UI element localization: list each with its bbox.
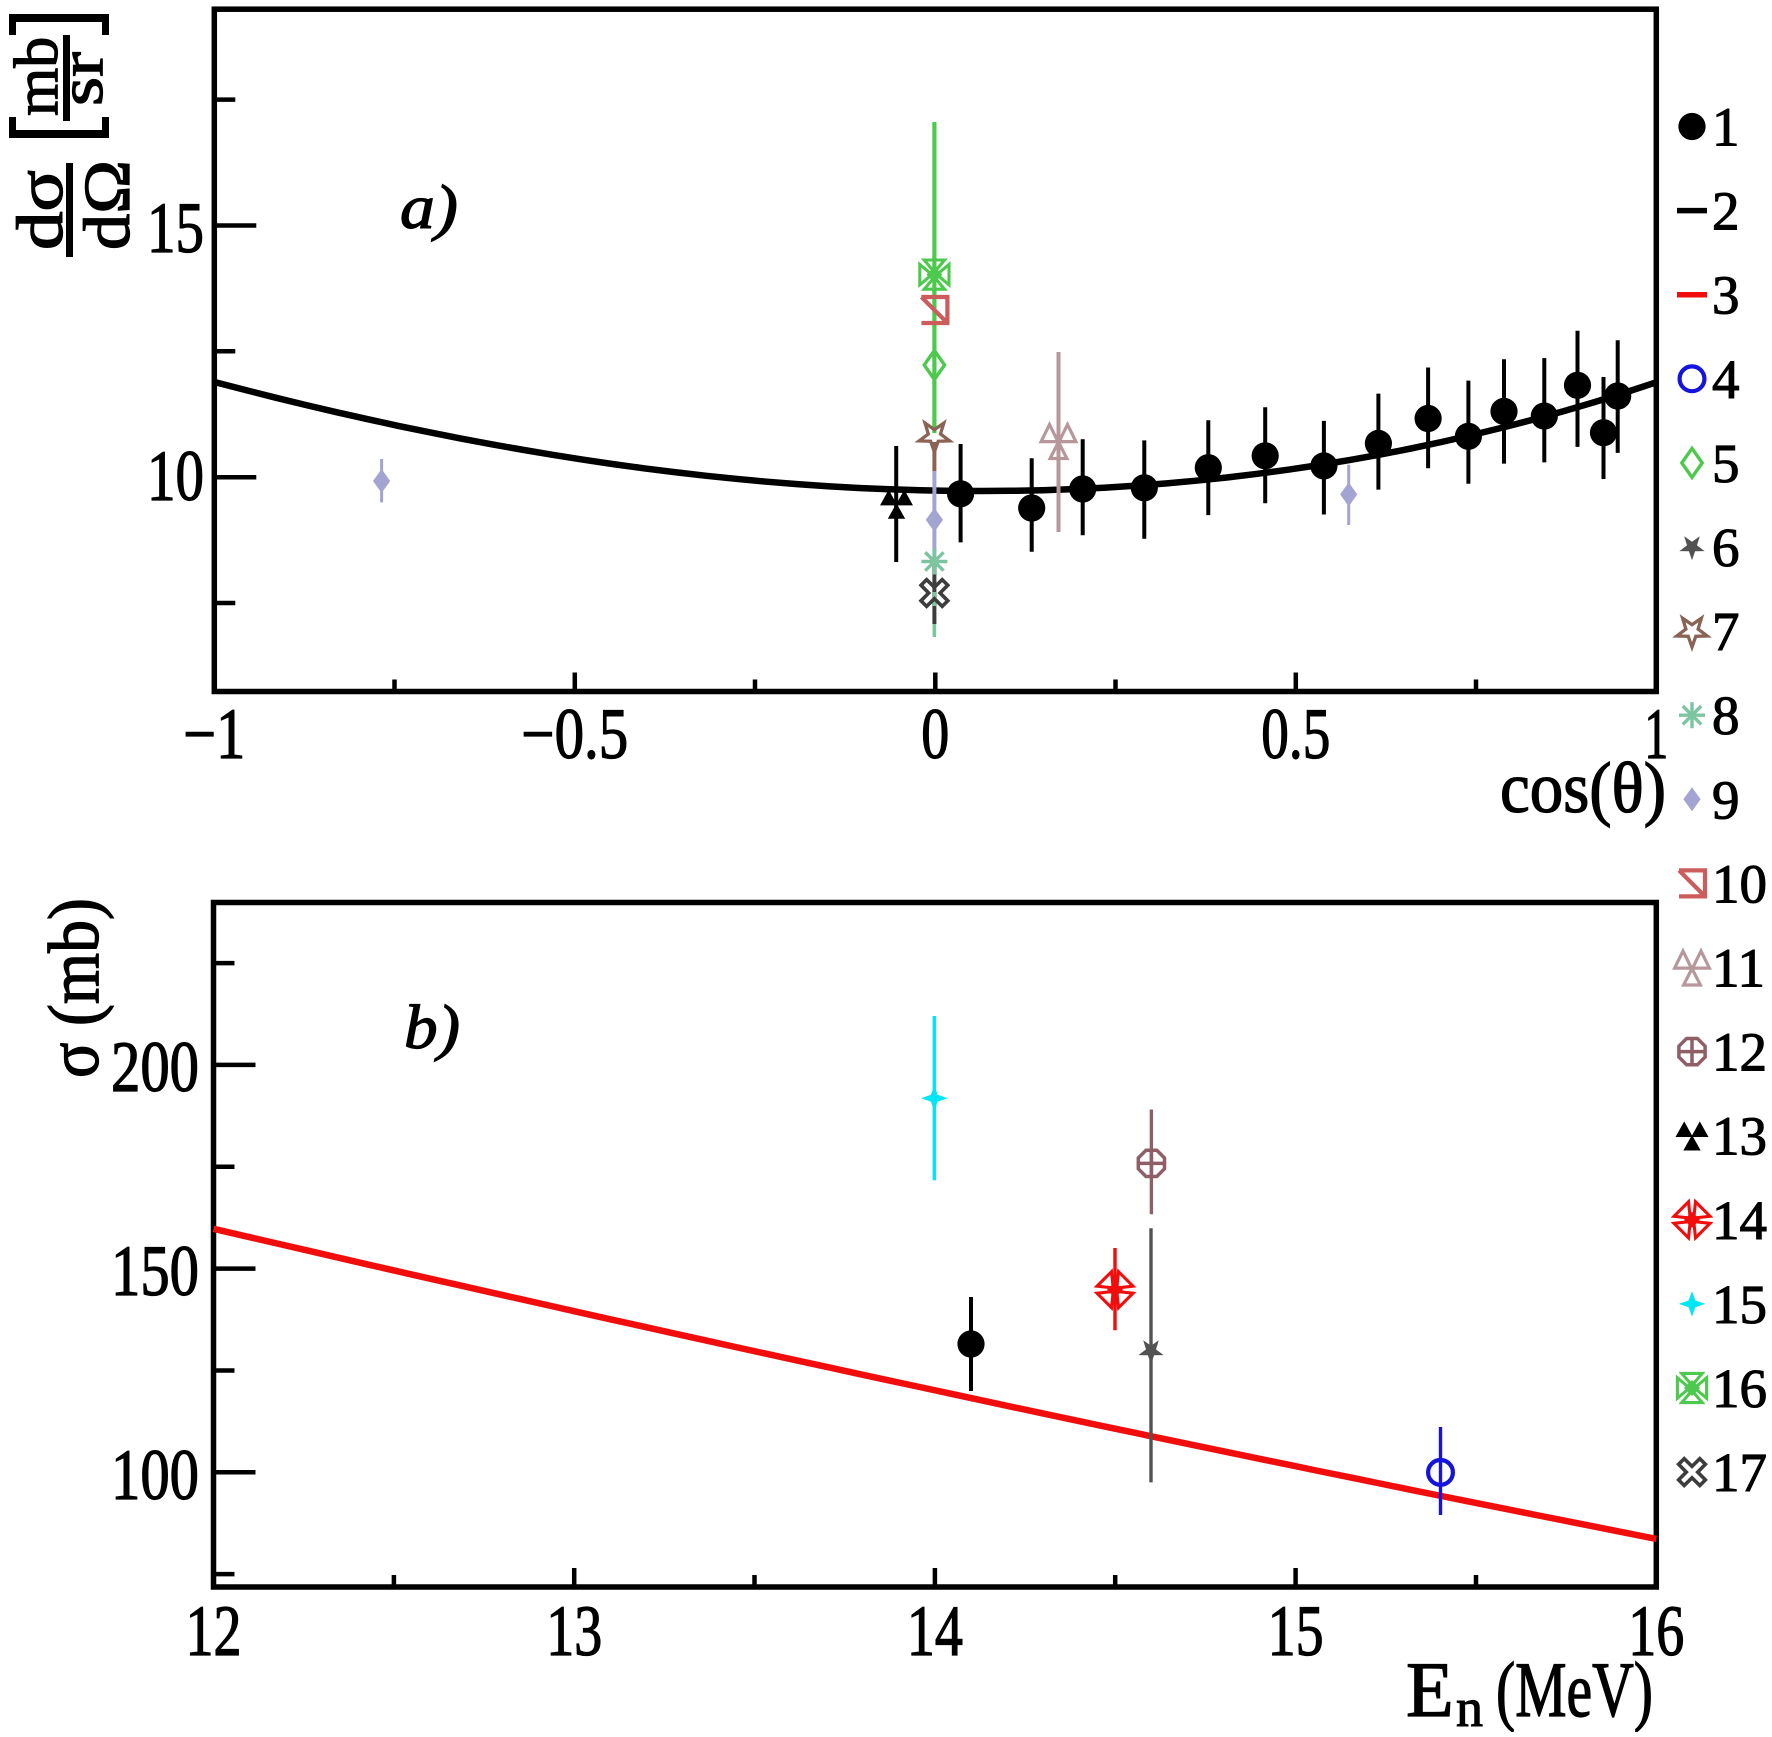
- svg-text:14: 14: [907, 1591, 963, 1671]
- svg-text:b): b): [404, 994, 460, 1062]
- svg-text:150: 150: [111, 1231, 199, 1311]
- svg-text:11: 11: [1712, 938, 1765, 999]
- svg-text:17: 17: [1712, 1442, 1767, 1503]
- svg-text:a): a): [400, 174, 458, 242]
- svg-text:14: 14: [1712, 1190, 1767, 1251]
- svg-text:1: 1: [1712, 97, 1740, 158]
- svg-text:200: 200: [111, 1027, 199, 1107]
- svg-text:dσ: dσ: [4, 170, 77, 250]
- svg-text:8: 8: [1712, 685, 1740, 746]
- svg-text:dΩ: dΩ: [71, 160, 144, 250]
- svg-text:0.5: 0.5: [1261, 694, 1330, 774]
- svg-text:16: 16: [1628, 1591, 1684, 1671]
- svg-text:10: 10: [1712, 853, 1767, 914]
- svg-text:5: 5: [1712, 433, 1740, 494]
- svg-text:−0.5: −0.5: [521, 694, 628, 774]
- svg-text:2: 2: [1712, 181, 1740, 242]
- svg-text:σ (mb): σ (mb): [34, 898, 114, 1078]
- svg-text:15: 15: [147, 188, 204, 268]
- svg-text:12: 12: [1712, 1022, 1767, 1083]
- svg-text:6: 6: [1712, 517, 1740, 578]
- svg-text:n: n: [1456, 1678, 1483, 1732]
- svg-text:12: 12: [186, 1591, 242, 1671]
- svg-text:13: 13: [546, 1591, 602, 1671]
- svg-text:10: 10: [147, 436, 204, 516]
- svg-text:15: 15: [1712, 1274, 1767, 1335]
- svg-text:16: 16: [1712, 1358, 1767, 1419]
- svg-text:cos(θ): cos(θ): [1500, 748, 1666, 828]
- svg-text:13: 13: [1712, 1106, 1767, 1167]
- svg-text:(MeV): (MeV): [1496, 1646, 1653, 1732]
- svg-text:1: 1: [1644, 694, 1668, 774]
- svg-text:mb: mb: [3, 37, 71, 116]
- svg-text:15: 15: [1268, 1591, 1324, 1671]
- svg-text:4: 4: [1712, 349, 1740, 410]
- svg-text:9: 9: [1712, 769, 1740, 830]
- svg-text:−1: −1: [183, 694, 245, 774]
- svg-text:0: 0: [921, 694, 949, 774]
- svg-text:sr: sr: [48, 52, 116, 106]
- svg-text:100: 100: [111, 1435, 199, 1515]
- svg-text:7: 7: [1712, 601, 1740, 662]
- svg-text:3: 3: [1712, 265, 1740, 326]
- svg-text:E: E: [1406, 1646, 1454, 1732]
